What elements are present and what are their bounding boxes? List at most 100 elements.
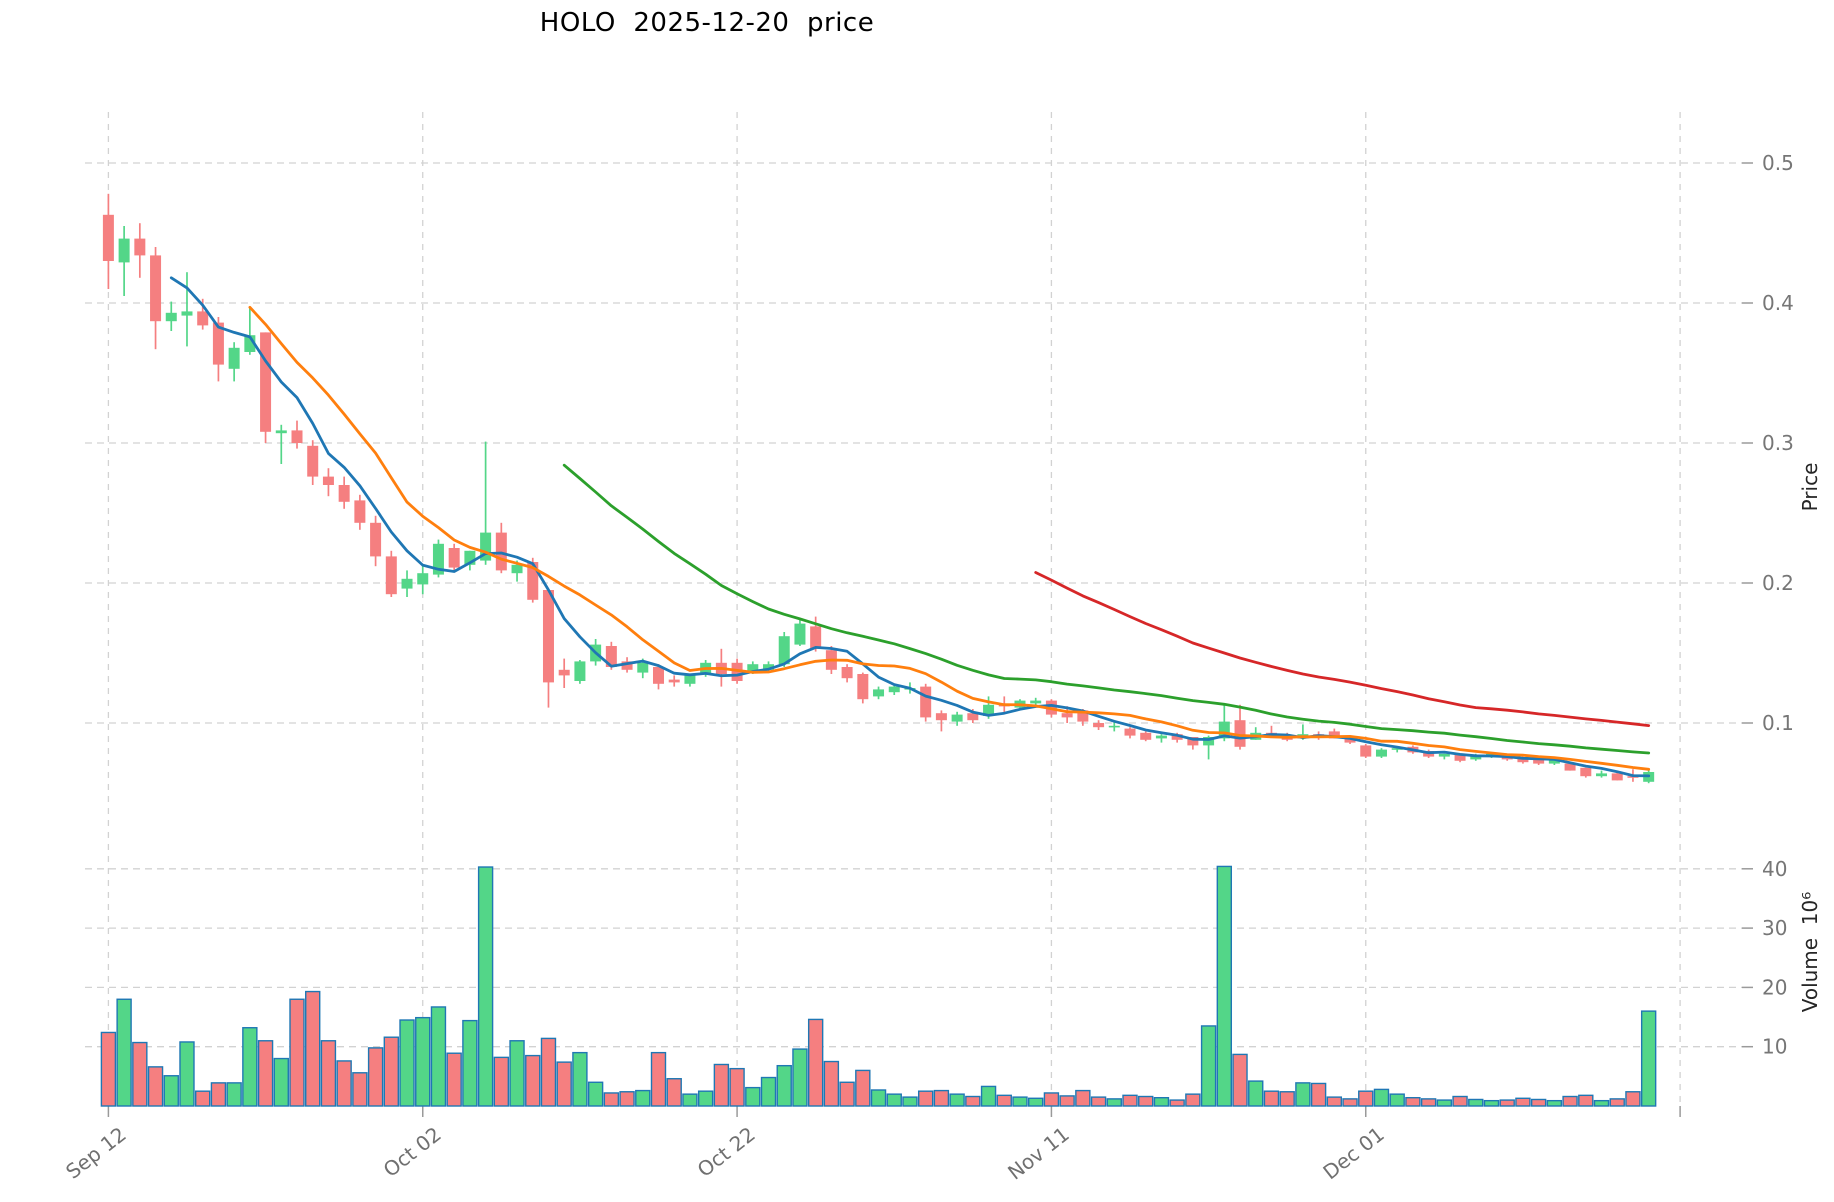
volume-bar [572, 1051, 588, 1107]
candle [165, 301, 177, 331]
candle-body [338, 485, 350, 502]
candle [338, 476, 350, 509]
volume-bar [729, 1067, 745, 1107]
candle-body [1470, 755, 1482, 760]
candle-body [1391, 748, 1403, 750]
volume-bar [933, 1089, 950, 1107]
candle-body [1438, 753, 1450, 757]
chart-title: HOLO 2025-12-20 price [539, 8, 875, 38]
candle-body [511, 564, 523, 574]
candle-body [150, 255, 162, 322]
volume-bar [1075, 1089, 1091, 1107]
volume-bar [823, 1060, 840, 1107]
candle-body [181, 311, 193, 316]
volume-bar [305, 990, 321, 1107]
volume-bar [1106, 1098, 1122, 1107]
candle-body [1171, 734, 1183, 740]
volume-bar [792, 1048, 808, 1107]
volume-bar [1043, 1092, 1060, 1107]
candle-body [558, 669, 570, 676]
candle [260, 332, 272, 443]
candle [134, 223, 146, 278]
volume-bar [980, 1085, 997, 1107]
candle-body [448, 548, 460, 568]
volume-bar [1640, 1010, 1657, 1107]
candle-body [495, 532, 507, 571]
candle [1093, 720, 1105, 730]
volume-bar [807, 1018, 824, 1107]
candle [370, 515, 382, 567]
candle-body [605, 646, 617, 667]
volume-bar [697, 1090, 714, 1107]
candle [244, 307, 256, 355]
volume-bar [1373, 1088, 1390, 1107]
volume-bar [1059, 1095, 1075, 1107]
volume-bar [493, 1056, 510, 1107]
candle-body [322, 476, 334, 485]
candle-body [1234, 720, 1246, 747]
candle [652, 664, 664, 690]
volume-tick-label: 40 [1762, 857, 1787, 881]
volume-bar [1216, 865, 1233, 1107]
volume-bar [1185, 1093, 1201, 1107]
volume-bar [352, 1072, 368, 1107]
candle-body [794, 623, 806, 645]
volume-bar [1122, 1094, 1138, 1107]
candle-body [417, 573, 429, 585]
candle-body [1187, 737, 1199, 746]
volume-bar [870, 1089, 887, 1107]
price-tick-label: 0.5 [1762, 151, 1794, 175]
candle-body [118, 238, 130, 263]
candle-body [873, 689, 885, 697]
candle [432, 539, 444, 578]
candle [841, 664, 853, 683]
volume-bar [195, 1090, 211, 1107]
candle-body [731, 662, 743, 681]
volume-tick-label: 10 [1762, 1035, 1787, 1059]
volume-bar [320, 1040, 337, 1107]
candle-body [244, 335, 256, 352]
volume-bar [525, 1054, 541, 1107]
volume-bar [1200, 1025, 1217, 1107]
volume-bar [996, 1094, 1012, 1107]
volume-bar [839, 1081, 855, 1107]
volume-bar [116, 998, 132, 1107]
price-tick-label: 0.1 [1762, 711, 1794, 735]
volume-bar [462, 1019, 478, 1107]
volume-bar [949, 1093, 965, 1107]
candle-body [1093, 723, 1105, 728]
volume-bar [635, 1089, 651, 1107]
volume-bar [1625, 1091, 1641, 1107]
candle [1124, 727, 1136, 739]
candle-body [1077, 710, 1089, 722]
candle-body [1454, 753, 1466, 761]
candle-body [1517, 758, 1529, 763]
volume-bar [556, 1061, 572, 1107]
candle-body [1124, 728, 1136, 736]
volume-bar [1578, 1094, 1594, 1107]
candle [1580, 767, 1592, 778]
candle [1155, 734, 1167, 743]
volume-bar [1138, 1095, 1154, 1107]
ma-line-5 [169, 276, 1651, 778]
candle [464, 550, 476, 571]
price-tick-label: 0.2 [1762, 571, 1794, 595]
candle-body [1375, 749, 1387, 757]
volume-bar [682, 1093, 698, 1107]
volume-bar [1515, 1097, 1531, 1107]
candle-body [307, 445, 319, 477]
candle [448, 543, 460, 571]
volume-bar [1232, 1053, 1248, 1107]
volume-bar [965, 1095, 981, 1107]
candle-body [197, 311, 209, 326]
candle-body [684, 675, 696, 684]
candle-body [212, 322, 224, 365]
candle [873, 686, 885, 700]
candle-body [810, 626, 822, 649]
candle-body [228, 347, 240, 369]
volume-bar [430, 1006, 447, 1107]
volume-bar [383, 1036, 400, 1107]
ma-line-10 [248, 305, 1651, 771]
candle-body [637, 662, 649, 673]
candle-body [1061, 713, 1073, 718]
